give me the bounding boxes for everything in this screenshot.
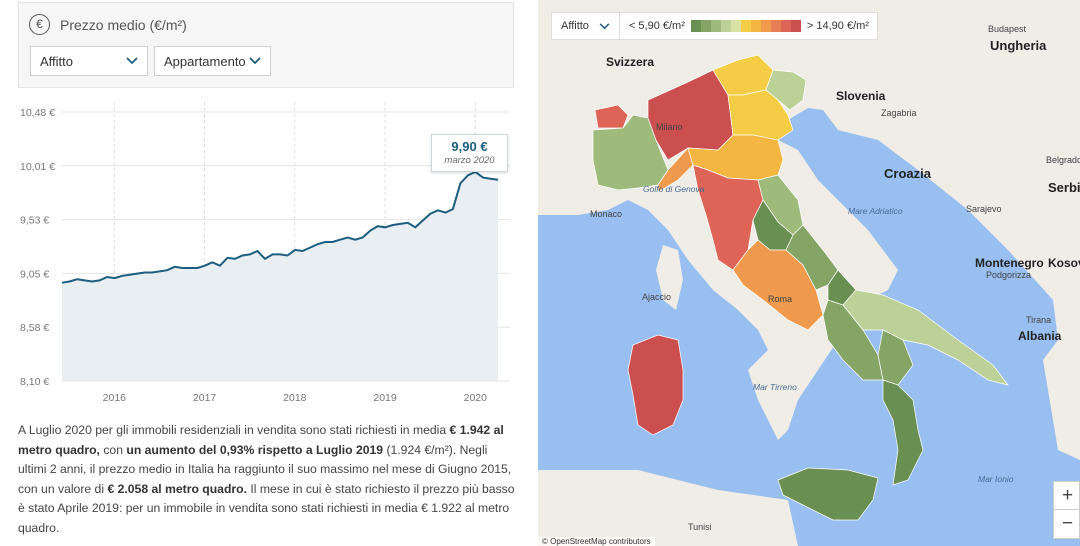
filter-header: € Prezzo medio (€/m²) [29,14,187,35]
tooltip-date: marzo 2020 [444,155,495,166]
italy-map[interactable]: Svizzera Slovenia Croazia Ungheria Budap… [538,0,1080,546]
africa-land [538,470,798,546]
filter-box: € Prezzo medio (€/m²) Affitto Appartamen… [18,2,514,88]
legend-swatch [790,20,801,32]
label-serbia: Serbi [1048,180,1080,195]
x-tick-label: 2016 [103,392,127,404]
legend-color-scale [690,20,801,32]
region-sicilia[interactable] [777,467,879,521]
label-monaco: Monaco [590,209,622,219]
zoom-out-button[interactable]: − [1061,513,1074,534]
legend-swatch [710,20,721,32]
legend-swatch [730,20,741,32]
euro-icon: € [29,14,50,35]
x-tick-label: 2018 [283,392,307,404]
map-canvas[interactable]: Svizzera Slovenia Croazia Ungheria Budap… [538,0,1080,546]
desc-text-2: con [99,442,127,457]
label-tunisi: Tunisi [688,522,712,532]
legend-swatch [690,20,701,32]
label-mare-adriatico: Mare Adriatico [848,206,903,216]
label-ungheria: Ungheria [990,38,1047,53]
label-albania: Albania [1018,329,1062,343]
label-tirana: Tirana [1026,315,1051,325]
region-puglia[interactable] [842,289,1009,386]
label-ajaccio: Ajaccio [642,292,671,302]
label-budapest: Budapest [988,24,1027,34]
legend-swatch [740,20,751,32]
y-tick-label: 8,58 € [20,322,49,334]
chart-area [62,171,498,381]
zoom-control: + − [1053,481,1080,539]
y-tick-label: 10,48 € [20,107,55,119]
chevron-down-icon [126,57,138,65]
desc-bold-1: € 1.942 al metro quadro, [18,423,504,457]
desc-text-3: (1.924 €/m²). Negli ultimi 2 anni, il pr… [18,442,512,496]
desc-bold-2: un aumento del 0,93% rispetto a Luglio 2… [126,442,384,457]
label-podgorizza: Podgorizza [986,270,1031,280]
contract-type-value: Affitto [40,53,74,69]
price-panel: € Prezzo medio (€/m²) Affitto Appartamen… [0,0,538,546]
label-mar-tirreno: Mar Tirreno [753,382,797,392]
price-chart-svg: 10,48 € 10,01 € 9,53 € 9,05 € 8,58 € 8,10 € 20… [20,102,510,404]
chart-tooltip: 9,90 € marzo 2020 [431,134,508,172]
greece-land [1048,385,1080,460]
label-roma: Roma [768,294,792,304]
region-valle-d-aosta[interactable] [594,104,629,129]
label-slovenia: Slovenia [836,89,886,103]
y-tick-label: 10,01 € [20,161,55,173]
italy-regions[interactable] [592,54,1009,521]
label-kosovo: Kosov [1048,256,1080,270]
legend-swatch [770,20,781,32]
chevron-down-icon [599,22,610,29]
label-mar-ionio: Mar Ionio [978,474,1014,484]
label-croazia: Croazia [884,166,932,181]
y-tick-label: 9,05 € [20,268,49,280]
zoom-in-button[interactable]: + [1054,482,1080,510]
legend-swatch [780,20,791,32]
region-friuli[interactable] [765,69,807,111]
label-zagabria: Zagabria [881,108,917,118]
region-calabria[interactable] [882,379,924,486]
legend-contract-select[interactable]: Affitto [552,13,620,39]
contract-type-select[interactable]: Affitto [30,46,148,76]
x-tick-label: 2019 [373,392,397,404]
label-svizzera: Svizzera [606,55,654,69]
y-tick-label: 9,53 € [20,215,49,227]
legend-swatch [750,20,761,32]
legend-swatch [700,20,711,32]
label-sarajevo: Sarajevo [966,204,1002,214]
desc-text-4: Il mese in cui è stato richiesto il prez… [18,481,515,535]
legend-min-label: < 5,90 €/m² [628,20,685,32]
label-milano: Milano [656,122,683,132]
legend-max-label: > 14,90 €/m² [806,20,869,32]
label-montenegro: Montenegro [975,256,1044,270]
price-description: A Luglio 2020 per gli immobili residenzi… [18,421,518,538]
region-sardegna[interactable] [627,334,684,436]
map-attribution: © OpenStreetMap contributors [538,537,655,546]
chart-line [61,170,499,284]
legend-swatch [760,20,771,32]
legend-select-value: Affitto [561,20,589,32]
y-tick-label: 8,10 € [20,376,49,388]
x-tick-label: 2017 [193,392,217,404]
price-chart: 10,48 € 10,01 € 9,53 € 9,05 € 8,58 € 8,10 € 20… [0,96,538,416]
tooltip-value: 9,90 € [451,139,488,154]
property-type-value: Appartamento [164,53,246,69]
legend-swatch [720,20,731,32]
desc-bold-3: € 2.058 al metro quadro. [107,481,247,496]
x-tick-label: 2020 [464,392,488,404]
corsica-land [656,245,683,310]
map-legend: Affitto < 5,90 €/m² > 14,90 €/m² [551,12,878,40]
label-belgrado: Belgrado [1046,155,1080,165]
filter-title: Prezzo medio (€/m²) [60,16,187,33]
label-golfo-genova: Golfo di Genova [643,184,705,194]
desc-text-1: A Luglio 2020 per gli immobili residenzi… [18,423,450,437]
property-type-select[interactable]: Appartamento [154,46,271,76]
chevron-down-icon [249,57,261,65]
